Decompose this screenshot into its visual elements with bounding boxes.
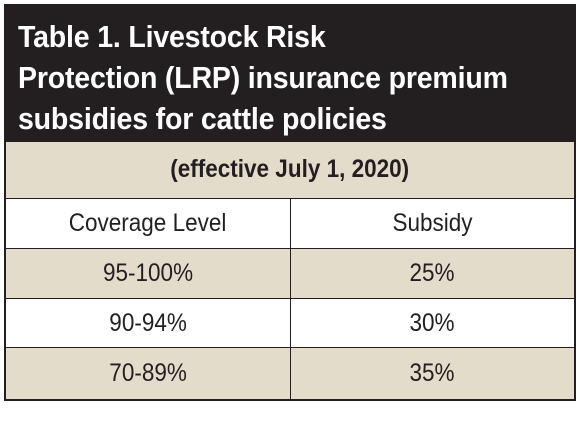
- subsidy-value: 30%: [409, 308, 455, 337]
- table-row: 70-89% 35%: [6, 347, 574, 399]
- table-title-line-2: Protection (LRP) insurance premium: [18, 60, 508, 95]
- subsidy-value: 25%: [409, 258, 455, 287]
- table-row: 95-100% 25%: [6, 248, 574, 298]
- header-subsidy-label: Subsidy: [392, 208, 473, 237]
- coverage-level-cell: 90-94%: [6, 299, 290, 348]
- subsidy-value: 35%: [409, 359, 455, 388]
- coverage-level-cell: 95-100%: [6, 249, 290, 298]
- subsidy-table: Table 1. Livestock Risk Protection (LRP)…: [4, 4, 576, 401]
- table-title-block: Table 1. Livestock Risk Protection (LRP)…: [6, 6, 574, 142]
- subsidy-cell: 35%: [289, 348, 575, 399]
- subsidy-cell: 30%: [289, 298, 575, 348]
- header-subsidy: Subsidy: [289, 198, 575, 249]
- table-title-line-1: Table 1. Livestock Risk: [18, 19, 326, 54]
- coverage-level-cell: 70-89%: [6, 348, 290, 399]
- table-row: 90-94% 30%: [6, 297, 575, 348]
- header-coverage-level: Coverage Level: [6, 199, 290, 249]
- effective-date-row: (effective July 1, 2020): [6, 142, 574, 198]
- header-coverage-level-label: Coverage Level: [68, 208, 227, 237]
- effective-date-label: (effective July 1, 2020): [170, 155, 410, 184]
- table-header-row: Coverage Level Subsidy: [6, 197, 575, 249]
- coverage-level-value: 70-89%: [108, 359, 187, 388]
- subsidy-cell: 25%: [289, 249, 575, 298]
- coverage-level-value: 95-100%: [102, 258, 193, 287]
- table-title-line-3: subsidies for cattle policies: [18, 101, 387, 136]
- coverage-level-value: 90-94%: [108, 308, 187, 337]
